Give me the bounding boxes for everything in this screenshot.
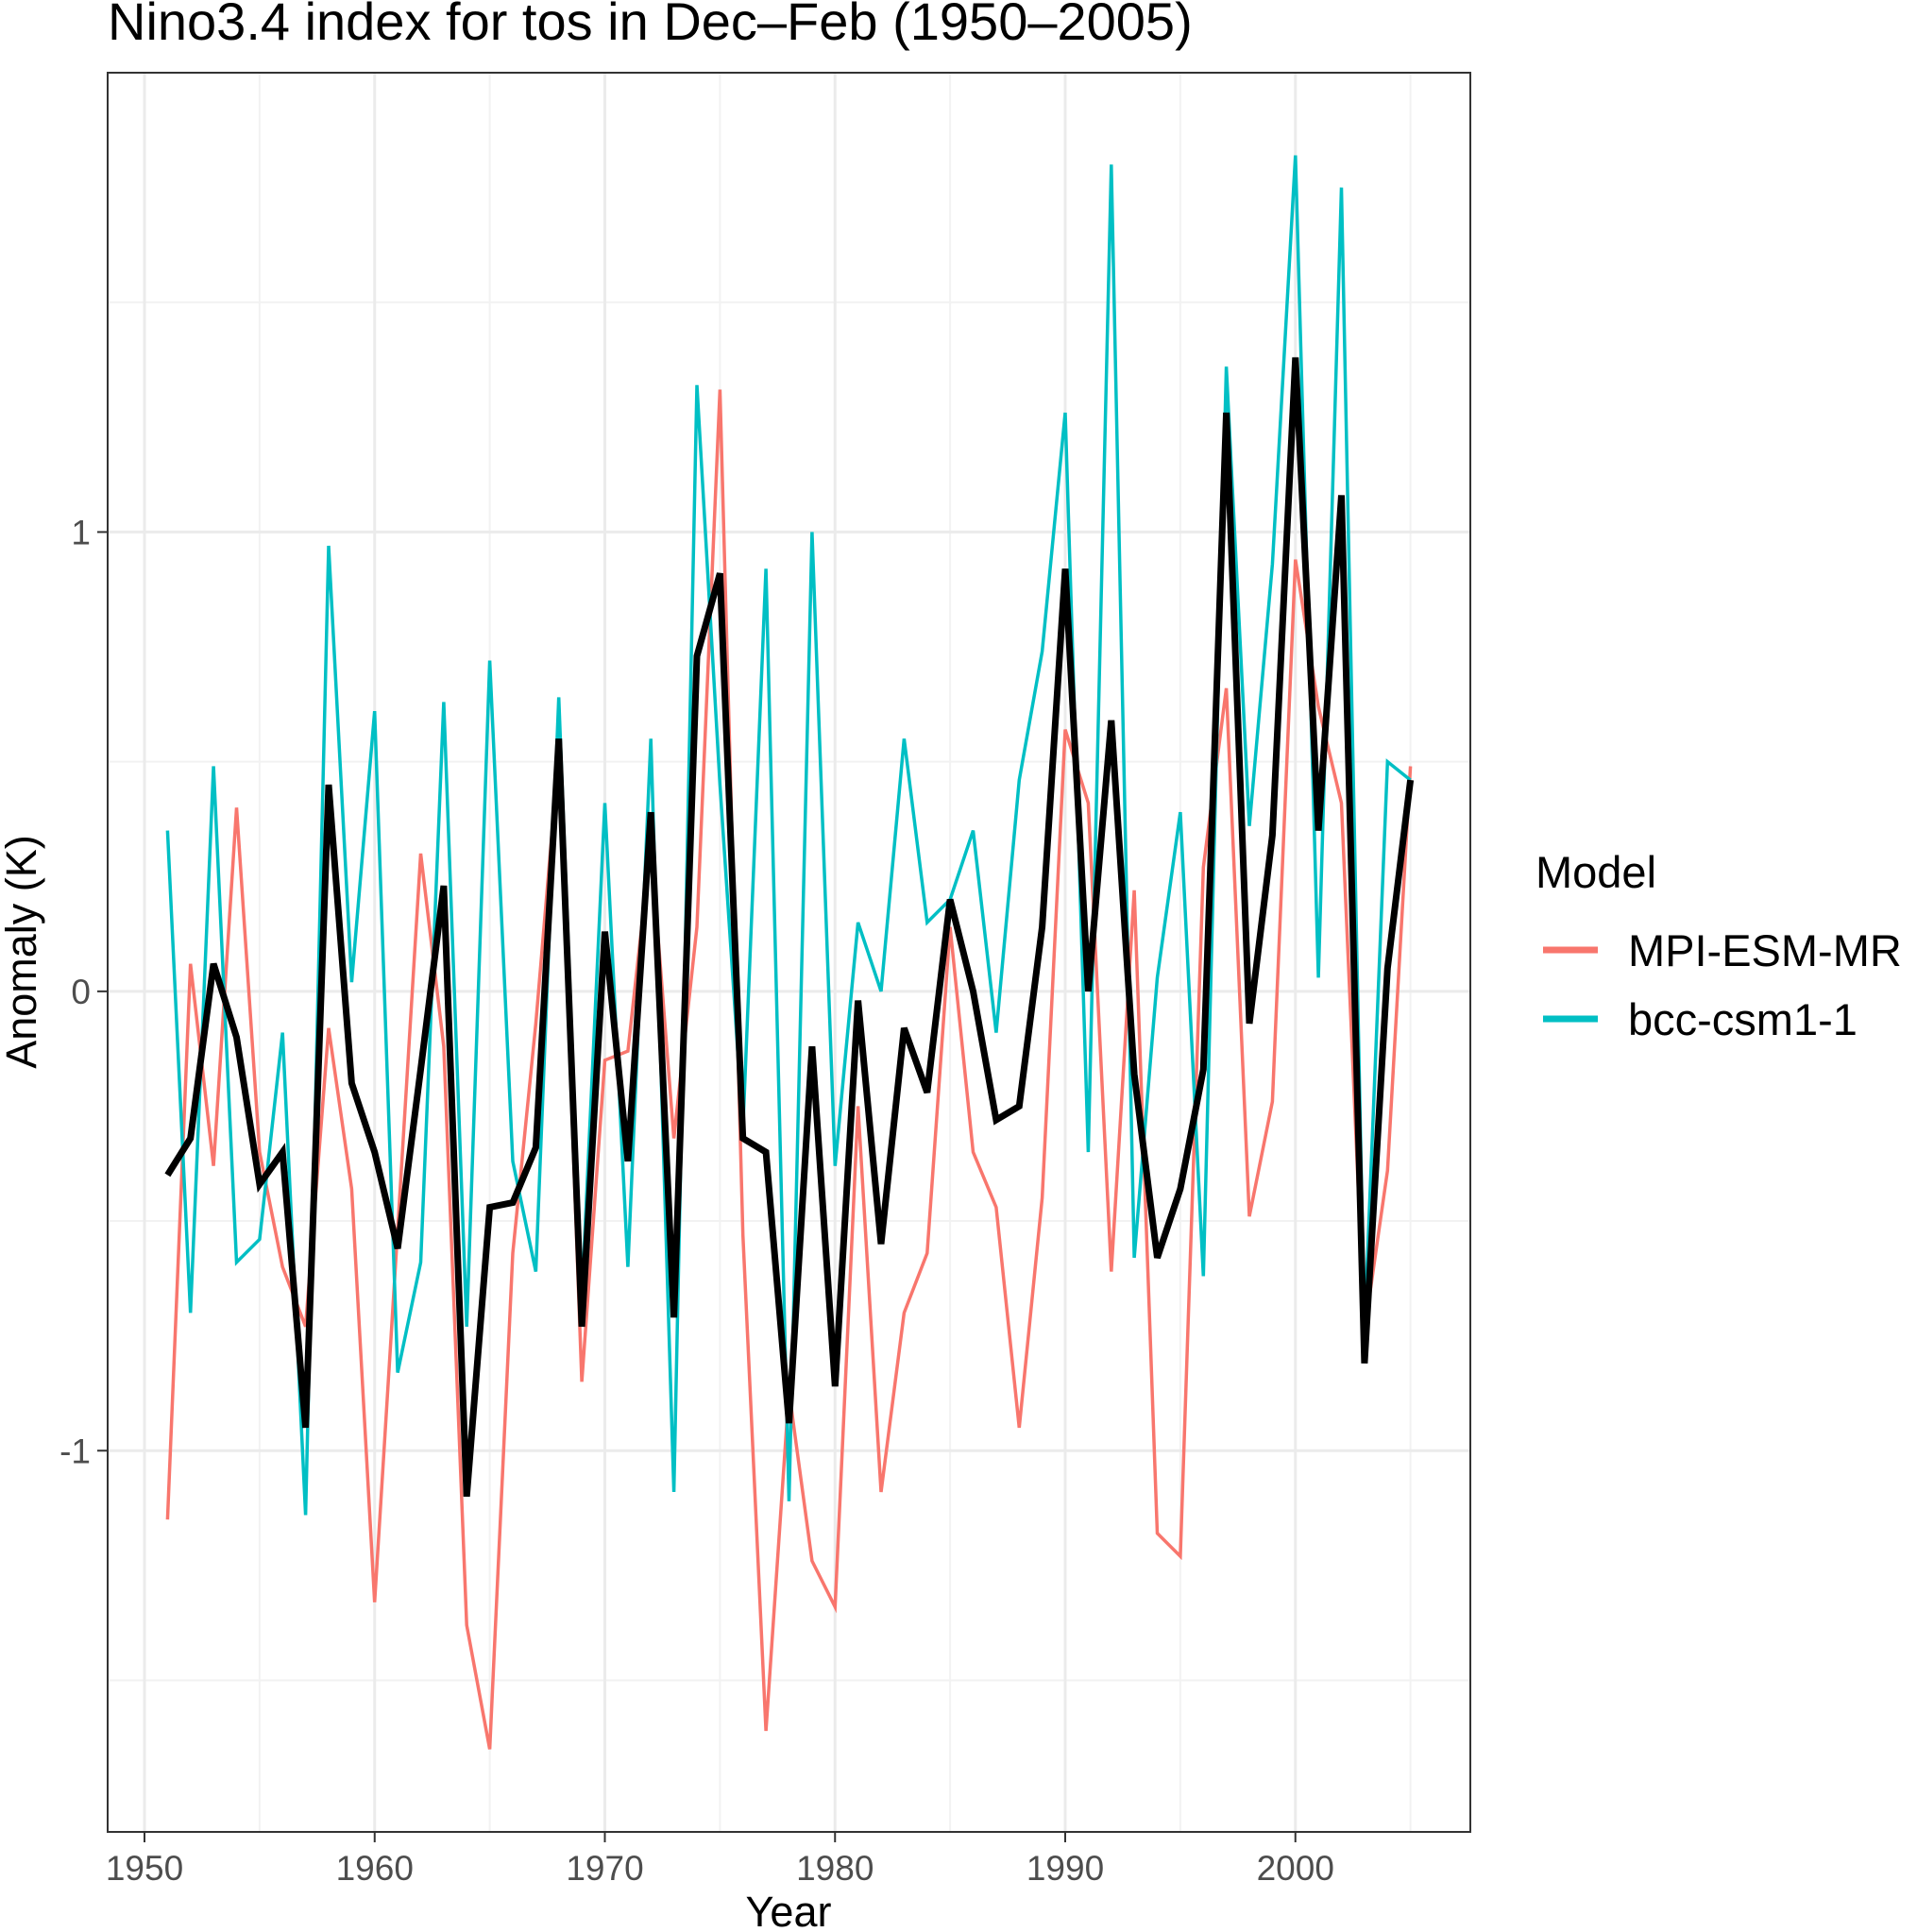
x-axis-ticks: 1950 1960 1970 1980 1990 2000	[106, 1832, 1334, 1888]
chart-title: Nino3.4 index for tos in Dec–Feb (1950–2…	[108, 0, 1193, 51]
grid-major-lines	[108, 73, 1470, 1832]
y-tick-label: 1	[71, 513, 91, 551]
y-tick-label: 0	[71, 973, 91, 1011]
plot-panel-border	[107, 72, 1471, 1833]
series-line-mean	[164, 357, 1415, 1498]
series-line-mpi-esm-mr	[165, 389, 1413, 1750]
legend-label-mpi-esm-mr: MPI-ESM-MR	[1628, 925, 1902, 975]
x-tick-label: 1960	[336, 1849, 414, 1888]
y-axis-title: Anomaly (K)	[0, 835, 45, 1069]
x-tick-label: 1950	[106, 1849, 183, 1888]
x-tick-label: 1980	[796, 1849, 874, 1888]
x-tick-label: 1970	[566, 1849, 643, 1888]
series-lines	[164, 155, 1415, 1750]
x-tick-label: 2000	[1257, 1849, 1334, 1888]
legend-title: Model	[1535, 847, 1656, 897]
legend: Model MPI-ESM-MR bcc-csm1-1	[1535, 847, 1902, 1044]
y-axis-ticks: -1 0 1	[59, 513, 108, 1470]
y-tick-label: -1	[59, 1432, 91, 1470]
grid-minor-lines	[108, 73, 1470, 1832]
legend-label-bcc-csm1-1: bcc-csm1-1	[1628, 994, 1858, 1044]
x-axis-title: Year	[746, 1888, 832, 1932]
series-line-bcc-csm1-1	[165, 155, 1412, 1516]
x-tick-label: 1990	[1026, 1849, 1104, 1888]
